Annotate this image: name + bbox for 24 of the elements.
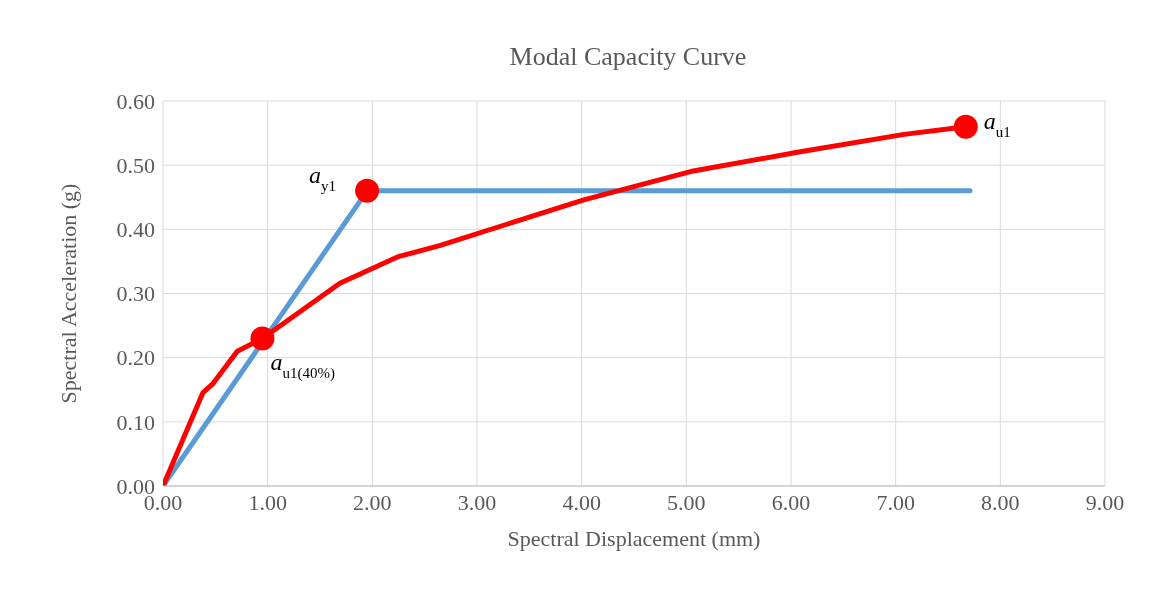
y-tick-label: 0.60 [116, 88, 155, 114]
point [250, 326, 275, 351]
y-tick-label: 0.40 [116, 217, 155, 243]
x-tick-label: 8.00 [981, 489, 1020, 515]
x-tick-label: 2.00 [353, 489, 392, 515]
annotation: a$_{u1(40%)}$ [270, 349, 335, 383]
point [953, 114, 978, 139]
annotation: a$_{y1}$ [309, 161, 337, 194]
y-tick-label: 0.30 [116, 281, 155, 307]
chart-title: Modal Capacity Curve [509, 42, 747, 71]
x-axis-title: Spectral Displacement (mm) [507, 526, 761, 551]
x-tick-label: 6.00 [771, 489, 811, 515]
x-tick-label: 9.00 [1085, 489, 1125, 515]
point [355, 178, 380, 203]
y-axis-title: Spectral Acceleration (g) [55, 183, 81, 404]
x-tick-label: 1.00 [248, 489, 287, 515]
x-tick-label: 5.00 [667, 489, 706, 515]
annotation: a$_{u1}$ [983, 107, 1011, 140]
x-tick-label: 3.00 [457, 489, 497, 515]
y-tick-label: 0.10 [116, 409, 155, 435]
y-tick-label: 0.20 [116, 345, 155, 371]
x-tick-label: 7.00 [876, 489, 915, 515]
y-tick-label: 0.50 [116, 152, 155, 178]
x-tick-label: 4.00 [562, 489, 601, 515]
